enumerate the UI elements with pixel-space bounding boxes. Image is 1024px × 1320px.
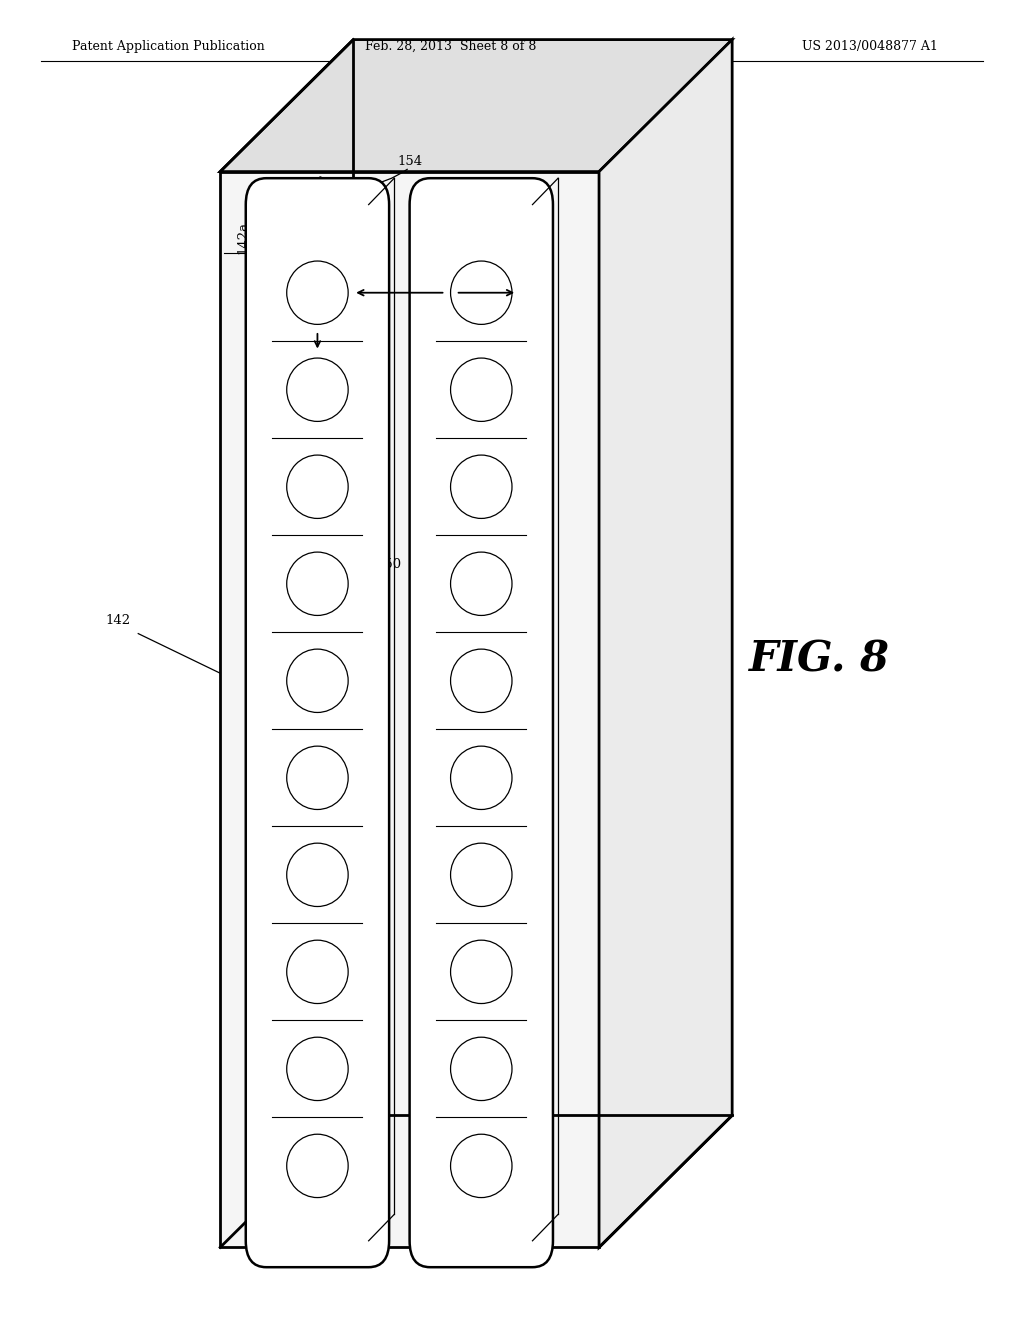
Ellipse shape	[287, 455, 348, 519]
Ellipse shape	[287, 1134, 348, 1197]
Ellipse shape	[451, 1038, 512, 1101]
Ellipse shape	[287, 552, 348, 615]
Text: 142a: 142a	[237, 220, 249, 255]
Ellipse shape	[451, 1134, 512, 1197]
Ellipse shape	[451, 358, 512, 421]
Text: 145: 145	[247, 409, 259, 436]
Ellipse shape	[451, 649, 512, 713]
FancyBboxPatch shape	[410, 178, 553, 1267]
Ellipse shape	[287, 261, 348, 325]
Polygon shape	[599, 40, 732, 1247]
Polygon shape	[220, 172, 599, 1247]
Ellipse shape	[287, 843, 348, 907]
Text: 146: 146	[247, 668, 259, 693]
Text: 140: 140	[247, 739, 259, 766]
Ellipse shape	[287, 1038, 348, 1101]
Text: Patent Application Publication: Patent Application Publication	[72, 40, 264, 53]
Polygon shape	[220, 40, 732, 172]
Ellipse shape	[287, 746, 348, 809]
Text: Feb. 28, 2013  Sheet 8 of 8: Feb. 28, 2013 Sheet 8 of 8	[365, 40, 537, 53]
Ellipse shape	[451, 261, 512, 325]
Text: 152: 152	[247, 304, 259, 330]
Text: 154: 154	[397, 154, 422, 168]
Text: US 2013/0048877 A1: US 2013/0048877 A1	[803, 40, 938, 53]
FancyBboxPatch shape	[246, 178, 389, 1267]
Ellipse shape	[451, 746, 512, 809]
Text: FIG. 8: FIG. 8	[749, 639, 890, 681]
Ellipse shape	[287, 649, 348, 713]
Text: 150: 150	[377, 557, 402, 570]
Ellipse shape	[451, 552, 512, 615]
Text: 142: 142	[105, 614, 130, 627]
Text: 144: 144	[247, 911, 259, 937]
Ellipse shape	[287, 358, 348, 421]
Ellipse shape	[451, 455, 512, 519]
Ellipse shape	[451, 843, 512, 907]
Ellipse shape	[287, 940, 348, 1003]
Ellipse shape	[451, 940, 512, 1003]
Text: 148: 148	[247, 574, 259, 601]
